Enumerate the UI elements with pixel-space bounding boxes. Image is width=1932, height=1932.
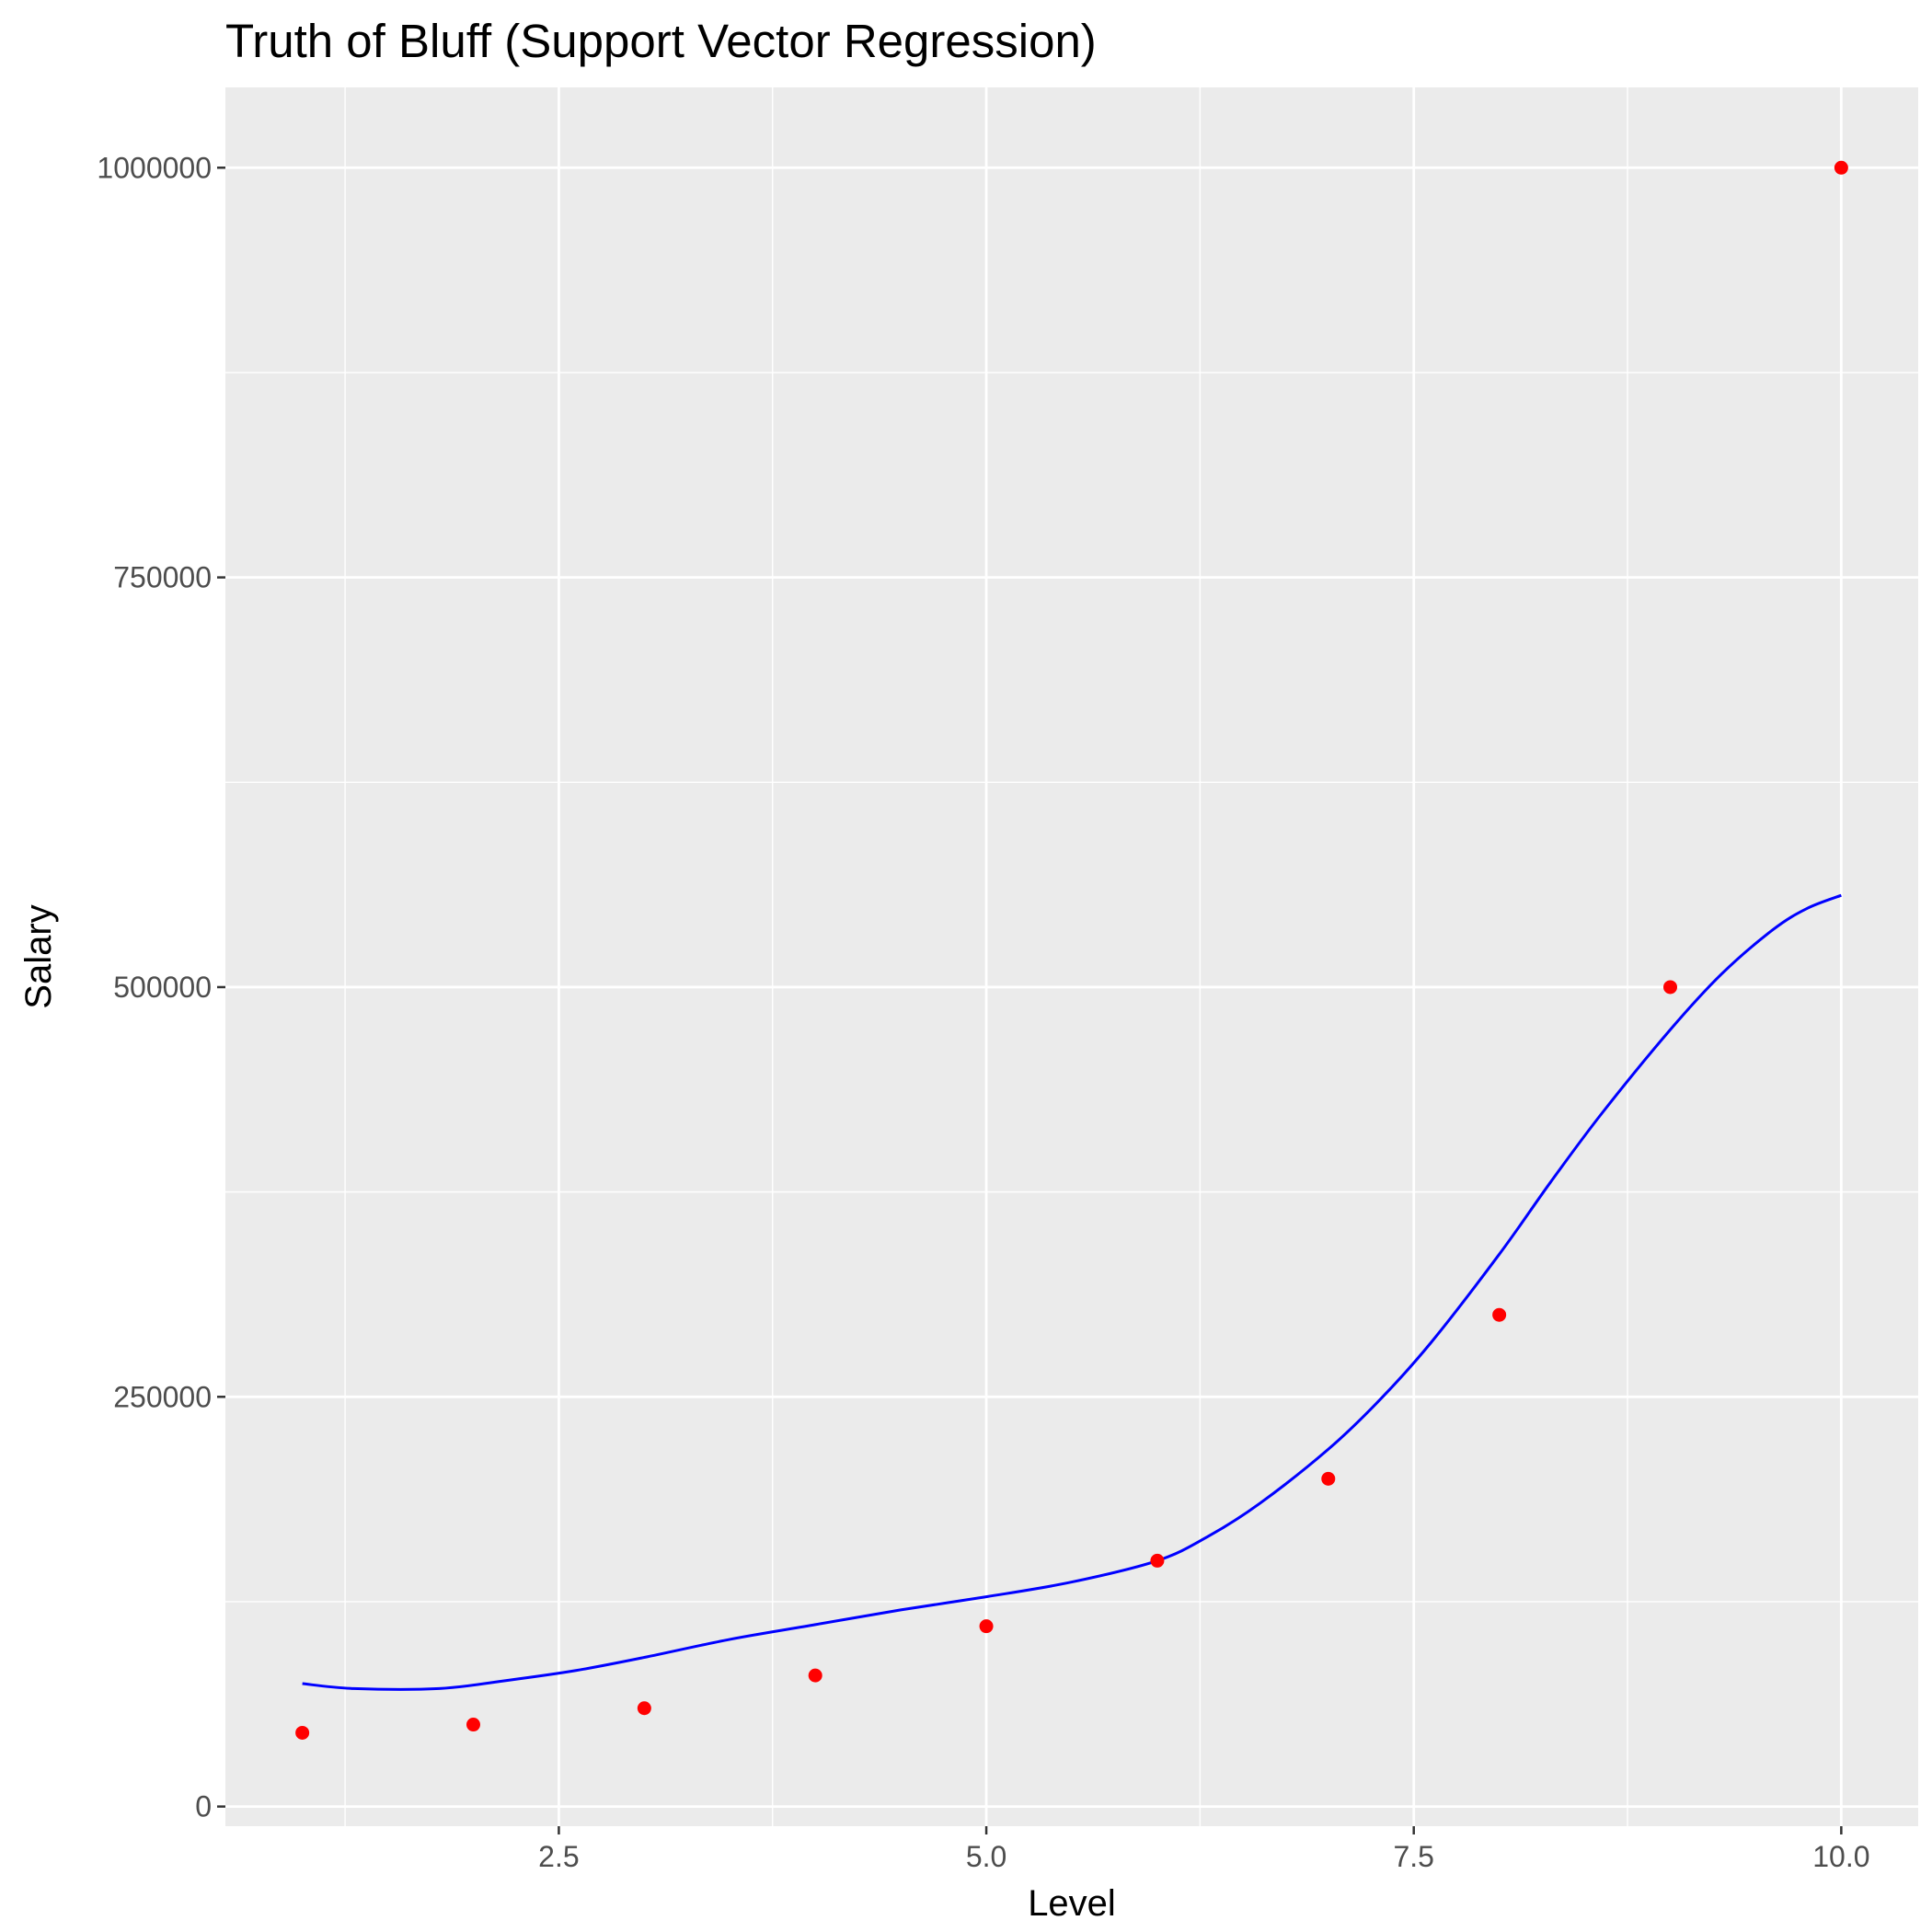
- x-tick-label: 7.5: [1393, 1840, 1433, 1873]
- data-point: [1492, 1307, 1507, 1322]
- x-axis-ticks: 2.5 5.0 7.5 10.0: [538, 1826, 1870, 1873]
- y-tick-label: 250000: [113, 1380, 212, 1413]
- x-tick-label: 2.5: [538, 1840, 579, 1873]
- y-tick-label: 1000000: [97, 151, 212, 184]
- data-point: [466, 1718, 480, 1732]
- y-axis-ticks: 0 250000 500000 750000 1000000: [97, 151, 225, 1823]
- data-point: [979, 1619, 994, 1634]
- x-tick-label: 5.0: [966, 1840, 1006, 1873]
- y-axis-title: Salary: [18, 904, 59, 1008]
- data-point: [1834, 160, 1848, 175]
- data-point: [808, 1668, 822, 1683]
- data-point: [1663, 980, 1678, 995]
- svr-fit-line: [302, 893, 1842, 1691]
- plot-panel: [225, 87, 1918, 1826]
- data-point: [1150, 1553, 1165, 1568]
- y-tick-label: 0: [195, 1790, 212, 1823]
- y-tick-label: 500000: [113, 971, 212, 1004]
- data-point: [637, 1701, 651, 1716]
- x-axis-title: Level: [1028, 1883, 1116, 1924]
- chart-title: Truth of Bluff (Support Vector Regressio…: [225, 15, 1097, 67]
- data-point: [1321, 1471, 1336, 1486]
- x-tick-label: 10.0: [1812, 1840, 1869, 1873]
- y-tick-label: 750000: [113, 561, 212, 594]
- data-point: [295, 1725, 310, 1740]
- minor-gridlines: [225, 87, 1918, 1826]
- major-gridlines: [225, 87, 1918, 1826]
- data-points: [295, 160, 1848, 1740]
